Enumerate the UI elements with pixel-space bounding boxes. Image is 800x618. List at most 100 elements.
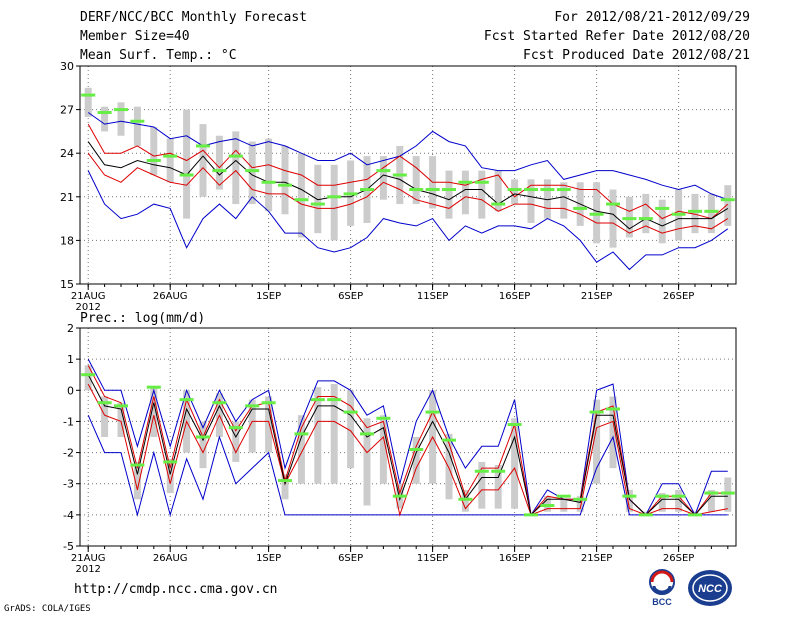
ensemble-marker: [491, 469, 506, 473]
ensemble-marker: [589, 212, 604, 216]
ensemble-marker: [573, 497, 588, 501]
spread-bar: [215, 135, 223, 190]
ensemble-marker: [146, 158, 161, 162]
spread-bar: [609, 396, 617, 469]
spread-bar: [314, 164, 322, 234]
xtick-label: 26SEP: [663, 553, 694, 564]
spread-bar: [494, 170, 502, 212]
spread-bar: [412, 437, 420, 484]
ensemble-marker: [655, 494, 670, 498]
ensemble-marker: [507, 188, 522, 192]
spread-bar: [101, 106, 109, 132]
ytick-label: -1: [63, 415, 74, 428]
xtick-sublabel: 2012: [75, 302, 100, 313]
ensemble-marker: [524, 188, 538, 192]
ensemble-marker: [245, 169, 260, 173]
series-min-line: [87, 414, 728, 517]
xtick-label: 21SEP: [581, 553, 612, 564]
xtick-label: 16SEP: [499, 291, 530, 302]
spread-bar: [576, 496, 584, 512]
ensemble-marker: [442, 438, 456, 442]
ensemble-marker: [458, 497, 473, 501]
grads-credit: GrADS: COLA/IGES: [4, 604, 91, 614]
ensemble-marker: [360, 432, 374, 436]
spread-bar: [461, 170, 469, 215]
xtick-label: 21AUG: [71, 291, 106, 302]
spread-bar: [658, 199, 666, 244]
ncc-logo: NCC: [688, 570, 732, 606]
ensemble-marker: [196, 435, 210, 439]
ensemble-marker: [81, 373, 96, 377]
spread-bar: [625, 489, 633, 512]
ensemble-marker: [442, 188, 456, 192]
ensemble-marker: [310, 202, 325, 206]
spread-bar: [84, 365, 92, 391]
source-url[interactable]: http://cmdp.ncc.cma.gov.cn: [74, 582, 278, 597]
spread-bar: [150, 387, 158, 437]
ytick-label: 1: [67, 353, 74, 366]
ensemble-marker: [704, 209, 719, 213]
ensemble-marker: [671, 212, 686, 216]
spread-bar: [232, 131, 240, 205]
ensemble-marker: [425, 188, 440, 192]
ensemble-marker: [540, 504, 555, 508]
spread-bar: [543, 496, 551, 512]
spread-bar: [265, 138, 273, 212]
spread-bar: [707, 193, 715, 234]
xtick-label: 1SEP: [256, 291, 281, 302]
spread-bar: [330, 164, 338, 241]
ensemble-marker: [556, 494, 571, 498]
spread-bar: [199, 421, 207, 469]
xtick-sublabel: 2012: [75, 564, 100, 575]
spread-bar: [642, 511, 650, 515]
ensemble-marker: [392, 494, 407, 498]
spread-bar: [560, 499, 568, 512]
xtick-label: 26SEP: [663, 291, 694, 302]
ensemble-marker: [228, 154, 243, 158]
ensemble-marker: [409, 188, 424, 192]
ensemble-marker: [392, 173, 407, 177]
member-size: Member Size=40: [80, 29, 190, 44]
ensemble-marker: [327, 195, 342, 199]
ensemble-marker: [409, 447, 424, 451]
variable-label: Mean Surf. Temp.: °C: [80, 48, 237, 63]
xtick-label: 6SEP: [338, 291, 363, 302]
svg-text:BCC: BCC: [652, 597, 672, 607]
ensemble-marker: [589, 410, 604, 414]
ytick-label: 0: [67, 384, 74, 397]
ytick-label: 30: [60, 60, 74, 73]
ensemble-marker: [114, 404, 128, 408]
ytick-label: 27: [60, 104, 74, 117]
ensemble-marker: [720, 491, 735, 495]
series-lower-line: [87, 383, 728, 517]
spread-bar: [379, 156, 387, 200]
spread-bar: [478, 461, 486, 509]
spread-bar: [445, 170, 453, 219]
ensemble-marker: [179, 173, 194, 177]
spread-bar: [478, 170, 486, 219]
ytick-label: 21: [60, 191, 74, 204]
precip-variable-label: Prec.: log(mm/d): [80, 311, 205, 326]
ensemble-marker: [376, 416, 391, 420]
produced-date: Fcst Produced Date 2012/08/21: [523, 48, 750, 63]
ensemble-marker: [146, 385, 161, 389]
ensemble-marker: [245, 404, 260, 408]
spread-bar: [593, 399, 601, 484]
ensemble-marker: [425, 410, 440, 414]
xtick-label: 21AUG: [71, 553, 106, 564]
svg-text:NCC: NCC: [698, 583, 723, 595]
ensemble-marker: [491, 202, 506, 206]
spread-bar: [511, 179, 519, 205]
ensemble-marker: [343, 410, 358, 414]
ensemble-marker: [310, 398, 325, 402]
ensemble-marker: [130, 463, 145, 467]
plot-frame-1: [79, 327, 737, 547]
chart-title: DERF/NCC/BCC Monthly Forecast: [80, 10, 307, 25]
ensemble-marker: [261, 401, 276, 405]
spread-bar: [281, 145, 289, 215]
ensemble-marker: [606, 202, 620, 206]
spread-bar: [133, 461, 141, 500]
ensemble-marker: [622, 494, 637, 498]
spread-bar: [658, 493, 666, 512]
